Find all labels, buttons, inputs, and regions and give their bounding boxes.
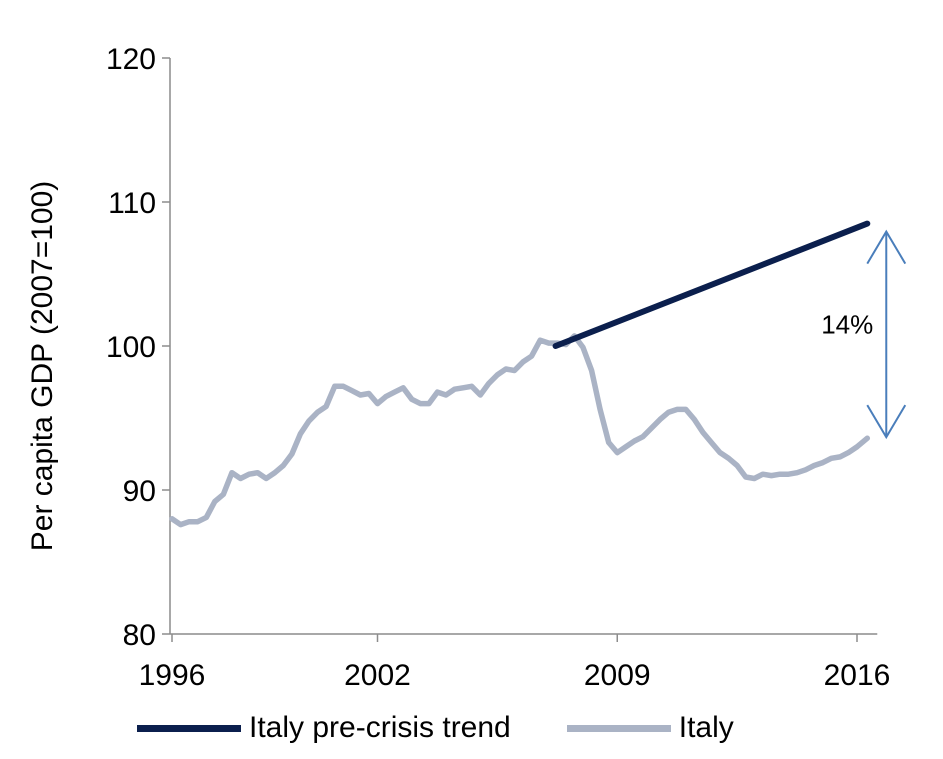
x-tick-label: 2002 <box>344 659 411 692</box>
legend-label-trend: Italy pre-crisis trend <box>249 711 511 744</box>
arrow-head-top <box>866 229 907 265</box>
legend-swatch-trend <box>137 724 241 732</box>
y-axis-title-group: Per capita GDP (2007=100) <box>26 181 59 552</box>
series-line-italy-pre-crisis-trend <box>552 220 871 349</box>
legend-item-italy: Italy <box>566 711 734 745</box>
y-tick-label: 110 <box>108 187 156 220</box>
y-axis-title: Per capita GDP (2007=100) <box>26 181 59 552</box>
arrow-head-bottom <box>866 404 907 440</box>
legend-item-trend: Italy pre-crisis trend <box>137 711 511 745</box>
x-tick-label: 2016 <box>824 659 891 692</box>
y-tick-label: 90 <box>123 475 156 508</box>
annotation-arrow-group: 14% <box>821 229 907 440</box>
series-lines <box>169 220 871 528</box>
y-tick-label: 120 <box>106 43 156 76</box>
y-tick-label: 100 <box>106 331 156 364</box>
x-tick-label: 1996 <box>139 659 206 692</box>
axes <box>169 58 878 635</box>
x-ticks: 1996 2002 2009 2016 <box>139 634 891 692</box>
legend: Italy pre-crisis trend Italy <box>137 708 790 748</box>
legend-label-italy: Italy <box>678 711 734 744</box>
legend-swatch-italy <box>566 724 671 732</box>
y-tick-label: 80 <box>123 619 156 652</box>
x-tick-label: 2009 <box>584 659 651 692</box>
series-line-italy <box>169 333 871 528</box>
y-ticks: 80 90 100 110 120 <box>106 43 170 652</box>
annotation-label: 14% <box>821 309 873 339</box>
